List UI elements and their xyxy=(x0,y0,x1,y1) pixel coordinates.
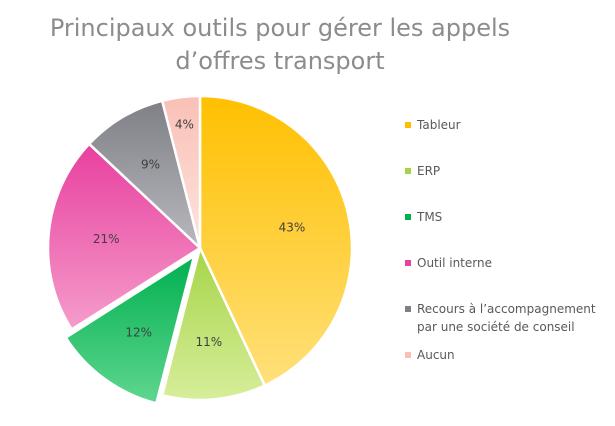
legend-label-line: par une société de conseil xyxy=(417,320,575,334)
pie-data-label-2: 11% xyxy=(196,335,223,349)
chart-title-line-2: d’offres transport xyxy=(175,47,385,75)
legend-label-line: Recours à l’accompagnement xyxy=(417,302,596,316)
legend-label-5: Recours à l’accompagnement par une sociét… xyxy=(417,300,596,336)
pie-slice-3 xyxy=(64,253,197,405)
legend-item-6: Aucun xyxy=(405,346,455,364)
pie-slice-6 xyxy=(160,94,202,249)
legend-label-3: TMS xyxy=(417,208,442,226)
pie-data-label-3: 12% xyxy=(125,325,152,339)
pie-slice-5 xyxy=(87,99,203,252)
legend-item-5: Recours à l’accompagnement par une sociét… xyxy=(405,300,596,336)
legend-item-3: TMS xyxy=(405,208,442,226)
legend-label-1: Tableur xyxy=(417,116,461,134)
pie-data-label-6: 4% xyxy=(175,117,194,131)
legend-swatch-6 xyxy=(405,352,411,358)
legend-label-line: Outil interne xyxy=(417,256,492,270)
legend-swatch-1 xyxy=(405,122,411,128)
pie-data-label-5: 9% xyxy=(141,157,160,171)
pie-slice-2 xyxy=(160,244,267,402)
pie-slice-1 xyxy=(198,94,354,388)
legend-label-line: TMS xyxy=(417,210,443,224)
legend-item-1: Tableur xyxy=(405,116,461,134)
legend-label-line: Tableur xyxy=(417,118,461,132)
legend-swatch-5 xyxy=(405,306,411,312)
pie-data-labels: 43% 11% 12% 21% 9% 4% xyxy=(93,117,305,348)
legend-label-4: Outil interne xyxy=(417,254,492,272)
pie-slices xyxy=(46,94,354,405)
legend-label-line: ERP xyxy=(417,164,441,178)
legend-swatch-3 xyxy=(405,214,411,220)
pie-data-label-4: 21% xyxy=(93,232,120,246)
legend-label-6: Aucun xyxy=(417,346,455,364)
chart-title-line-1: Principaux outils pour gérer les appels xyxy=(49,14,511,42)
legend-item-2: ERP xyxy=(405,162,440,180)
chart-title: Principaux outils pour gérer les appels … xyxy=(40,12,520,78)
legend-label-line: Aucun xyxy=(417,348,455,362)
pie-slice-4 xyxy=(46,142,203,332)
legend-swatch-2 xyxy=(405,168,411,174)
legend-label-2: ERP xyxy=(417,162,440,180)
legend-swatch-4 xyxy=(405,260,411,266)
pie-data-label-1: 43% xyxy=(279,220,306,234)
legend-item-4: Outil interne xyxy=(405,254,492,272)
